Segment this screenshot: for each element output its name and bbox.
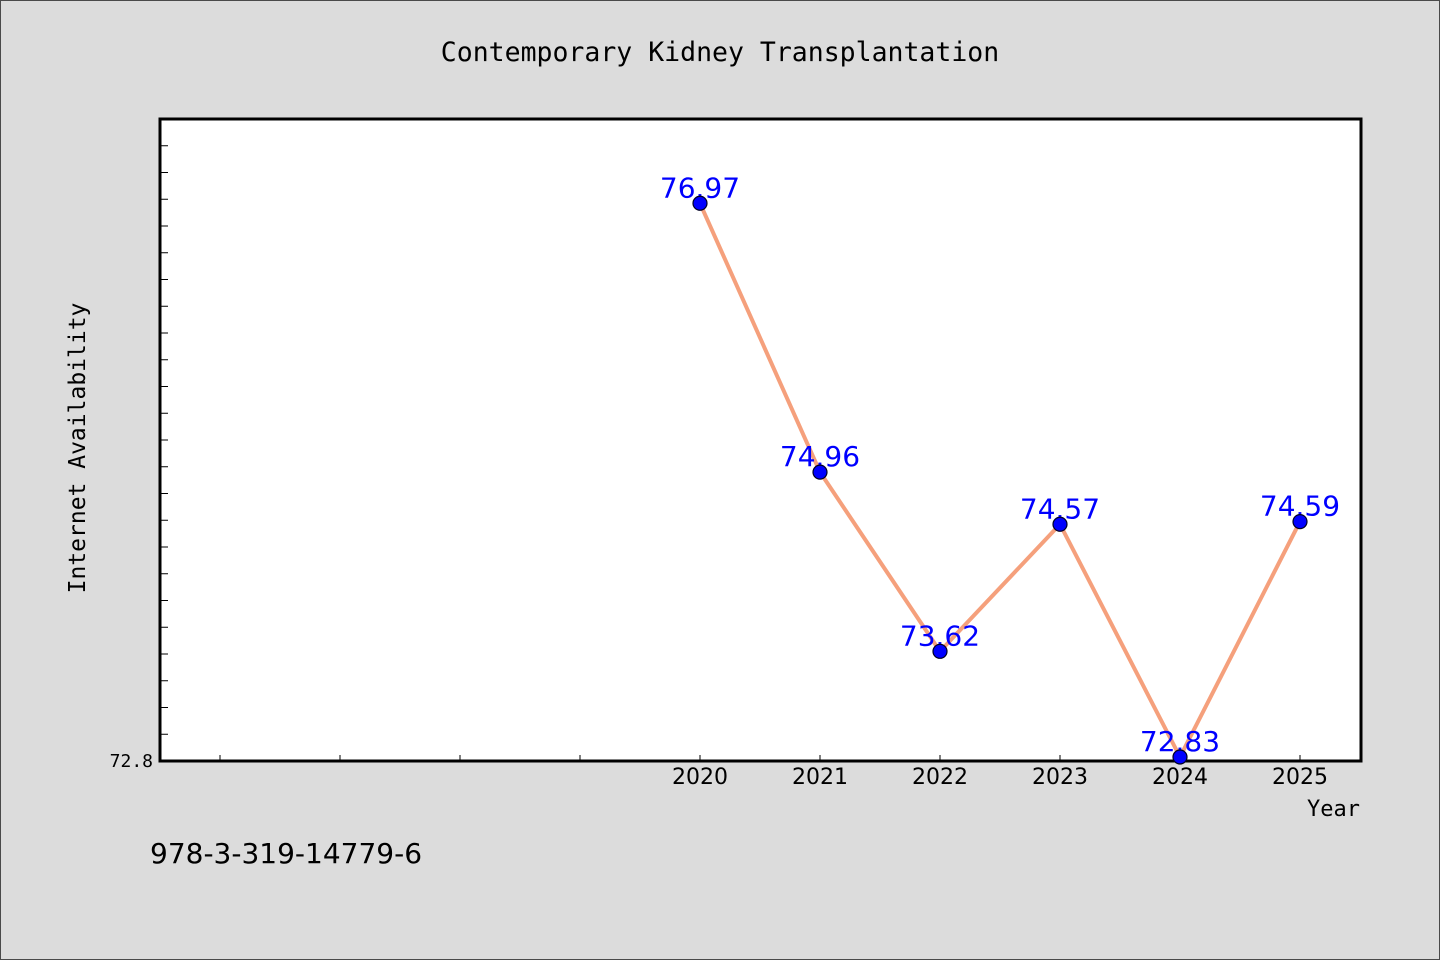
data-points bbox=[692, 195, 1308, 765]
data-point bbox=[812, 464, 828, 480]
x-axis-tick-labels: 2020 2021 2022 2023 2024 2025 bbox=[672, 765, 1328, 790]
series-lines bbox=[698, 201, 1302, 759]
series-line bbox=[698, 201, 1302, 759]
y-axis-tick-labels: 72.8 bbox=[110, 751, 153, 772]
plot-area bbox=[158, 117, 1363, 763]
x-tick-label: 2022 bbox=[912, 765, 968, 790]
data-point bbox=[932, 643, 948, 659]
data-point bbox=[692, 195, 708, 211]
x-axis-label: Year bbox=[1307, 797, 1360, 822]
x-tick-label: 2025 bbox=[1272, 765, 1328, 790]
y-axis-label: Internet Availability bbox=[65, 303, 91, 594]
y-axis-ticks bbox=[160, 145, 168, 735]
y-tick-label: 72.8 bbox=[110, 751, 153, 772]
footer-isbn: 978-3-319-14779-6 bbox=[150, 837, 422, 870]
x-tick-label: 2021 bbox=[792, 765, 848, 790]
x-axis-ticks bbox=[219, 755, 1301, 761]
data-point bbox=[1052, 516, 1068, 532]
data-point bbox=[1292, 513, 1308, 530]
x-tick-label: 2023 bbox=[1032, 765, 1088, 790]
x-tick-label: 2024 bbox=[1152, 765, 1208, 790]
data-point bbox=[1172, 749, 1188, 765]
x-tick-label: 2020 bbox=[672, 765, 728, 790]
chart-title: Contemporary Kidney Transplantation bbox=[441, 37, 999, 68]
